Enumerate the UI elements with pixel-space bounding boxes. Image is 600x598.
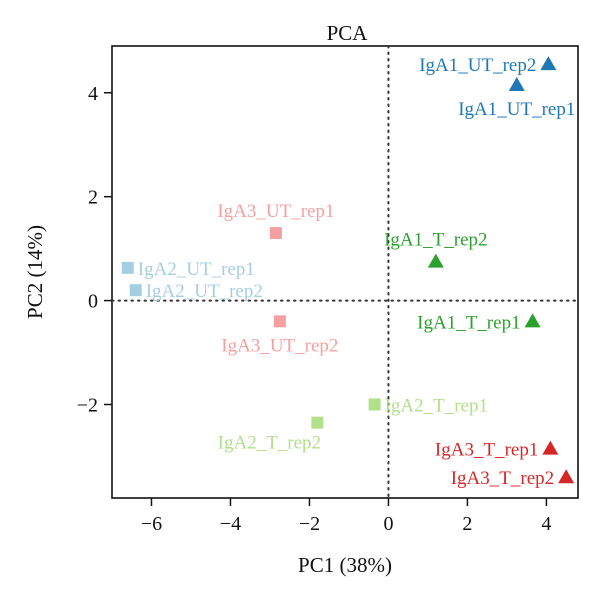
triangle-marker [540, 56, 557, 71]
x-tick-label: −2 [299, 513, 320, 535]
triangle-marker [508, 76, 525, 91]
square-marker [311, 416, 324, 429]
square-marker [273, 315, 286, 328]
y-tick-label: 0 [88, 291, 98, 313]
y-axis-ticks: −2 0 2 4 [77, 83, 112, 416]
x-tick-label: 4 [541, 513, 551, 535]
x-axis-title: PC1 (38%) [298, 553, 392, 577]
point-label: IgA3_T_rep1 [435, 440, 538, 461]
triangle-marker [524, 313, 541, 328]
square-marker [368, 398, 381, 411]
point-label: IgA3_T_rep2 [451, 468, 554, 489]
triangle-marker [427, 253, 444, 268]
data-points: IgA1_UT_rep2 IgA1_UT_rep1 IgA1_T_rep2 IgA1_… [121, 55, 575, 489]
point-label: IgA3_UT_rep2 [221, 335, 338, 356]
x-tick-label: 2 [462, 513, 472, 535]
x-tick-label: 0 [383, 513, 393, 535]
square-marker [269, 227, 282, 240]
point-label: IgA1_UT_rep1 [458, 99, 575, 120]
point-label: IgA1_UT_rep2 [419, 55, 536, 76]
point-label: IgA2_T_rep1 [385, 395, 488, 416]
y-tick-label: 4 [88, 83, 98, 105]
reference-lines [111, 45, 579, 499]
x-axis-ticks: −6 −4 −2 0 2 4 [141, 498, 551, 535]
point-label: IgA1_T_rep2 [384, 230, 487, 251]
square-marker [129, 284, 142, 297]
triangle-marker [542, 440, 559, 455]
triangle-marker [558, 469, 575, 484]
y-tick-label: −2 [77, 394, 98, 416]
point-label: IgA2_UT_rep2 [146, 281, 263, 302]
square-marker [121, 261, 134, 274]
point-label: IgA2_UT_rep1 [138, 259, 255, 280]
chart-title: PCA [327, 21, 369, 45]
point-label: IgA1_T_rep1 [417, 312, 520, 333]
point-label: IgA3_UT_rep1 [217, 201, 334, 222]
x-tick-label: −6 [141, 513, 162, 535]
x-tick-label: −4 [220, 513, 241, 535]
point-label: IgA2_T_rep2 [218, 433, 321, 454]
y-axis-title: PC2 (14%) [23, 225, 47, 319]
y-tick-label: 2 [88, 187, 98, 209]
plot-frame [111, 45, 579, 499]
